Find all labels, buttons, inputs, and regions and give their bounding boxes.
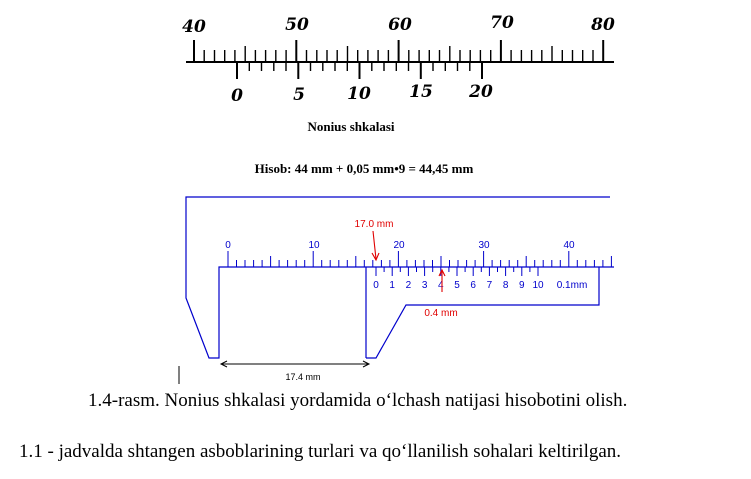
main-reading-arrowhead <box>371 252 380 262</box>
caliper-main-label: 10 <box>308 240 320 251</box>
caliper-vernier-ticks <box>375 267 539 276</box>
dimension-label: 17.4 mm <box>285 372 320 382</box>
top-scale: 40 50 60 70 80 0 5 10 15 20 Nonius shkal… <box>182 13 615 176</box>
top-main-label: 50 <box>285 15 309 35</box>
caliper-vernier-unit: 0.1mm <box>557 280 588 291</box>
caliper-vernier-label: 0 <box>373 280 379 291</box>
body-paragraph: 1.1 - jadvalda shtangen asboblarining tu… <box>19 441 622 462</box>
caliper-vernier-label: 8 <box>503 280 509 291</box>
caliper-vernier-label: 10 <box>532 280 544 291</box>
caliper-vernier-label: 6 <box>470 280 476 291</box>
top-vernier-label: 10 <box>347 84 371 104</box>
top-vernier-label: 15 <box>409 82 433 102</box>
top-main-label: 60 <box>388 15 412 35</box>
formula-text: Hisob: 44 mm + 0,05 mm•9 = 44,45 mm <box>255 161 474 176</box>
caliper-vernier-label: 7 <box>487 280 493 291</box>
caliper-main-ticks <box>227 251 612 267</box>
top-main-label: 40 <box>182 17 206 37</box>
dimension-arrow-right <box>362 360 371 368</box>
caliper-vernier-labels: 0 1 2 3 4 5 6 7 8 9 10 <box>373 280 544 291</box>
caliper-main-label: 30 <box>478 240 490 251</box>
caliper-vernier-label: 4 <box>438 280 444 291</box>
caliper-vernier-label: 2 <box>406 280 412 291</box>
main-reading-arrow <box>372 230 377 260</box>
top-main-label: 80 <box>590 15 615 35</box>
caliper-jaw-outline <box>366 267 600 359</box>
top-vernier-label: 0 <box>231 86 243 106</box>
top-vernier-label: 5 <box>293 85 305 105</box>
figure-caption: 1.4-rasm. Nonius shkalasi yordamida o‘lc… <box>88 390 628 411</box>
caliper-main-label: 40 <box>563 240 575 251</box>
top-main-ticks <box>193 40 605 62</box>
vernier-reading-arrowhead <box>438 268 446 277</box>
top-vernier-label: 20 <box>468 82 493 102</box>
caliper-vernier-label: 3 <box>422 280 428 291</box>
caliper-main-body <box>185 196 614 359</box>
caliper-vernier-label: 5 <box>454 280 460 291</box>
caliper: 0 10 20 30 40 0 1 2 3 4 5 6 7 8 9 10 0.1mm 17.0 mm… <box>178 196 614 384</box>
caliper-vernier-label: 1 <box>389 280 395 291</box>
caliper-main-label: 20 <box>393 240 405 251</box>
dimension-arrow-left <box>219 360 228 368</box>
caliper-main-label: 0 <box>225 240 231 251</box>
scale-title: Nonius shkalasi <box>307 119 394 134</box>
main-reading-label: 17.0 mm <box>355 219 394 230</box>
top-main-label: 70 <box>490 13 514 33</box>
caliper-vernier-label: 9 <box>519 280 525 291</box>
vernier-reading-label: 0.4 mm <box>424 308 457 319</box>
top-vernier-ticks <box>236 62 483 79</box>
